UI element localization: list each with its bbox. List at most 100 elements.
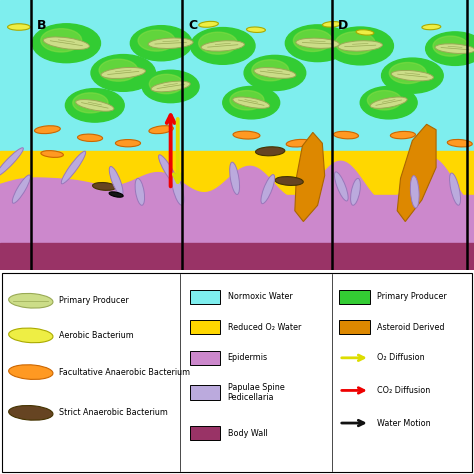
Circle shape (389, 63, 426, 83)
Circle shape (91, 55, 155, 91)
Ellipse shape (296, 38, 339, 48)
Bar (0, 194, 474, 270)
Text: Water Motion: Water Motion (377, 419, 430, 428)
Ellipse shape (109, 192, 123, 197)
Bar (339, 290, 370, 304)
Polygon shape (295, 132, 325, 221)
Bar (190, 385, 220, 400)
Ellipse shape (230, 162, 239, 194)
Text: Asteroid Derived: Asteroid Derived (377, 323, 444, 332)
Text: Epidermis: Epidermis (228, 353, 268, 362)
Bar (190, 290, 220, 304)
Ellipse shape (356, 30, 374, 35)
Ellipse shape (261, 174, 274, 204)
Ellipse shape (159, 155, 178, 186)
Ellipse shape (255, 147, 285, 156)
Circle shape (199, 32, 237, 54)
Circle shape (360, 86, 417, 119)
Circle shape (244, 55, 306, 91)
Ellipse shape (201, 41, 245, 51)
Bar (190, 320, 220, 334)
Bar (190, 351, 220, 365)
Circle shape (223, 86, 280, 119)
Bar (0, 243, 474, 270)
Ellipse shape (391, 131, 415, 139)
Circle shape (142, 70, 199, 103)
Ellipse shape (435, 44, 474, 54)
Circle shape (336, 32, 375, 55)
Circle shape (41, 28, 82, 52)
Circle shape (367, 91, 401, 110)
Circle shape (230, 91, 264, 110)
Text: Aerobic Bacterium: Aerobic Bacterium (59, 331, 134, 340)
Circle shape (285, 25, 350, 62)
Circle shape (73, 93, 108, 113)
Bar (0, 151, 474, 270)
Text: Body Wall: Body Wall (228, 429, 267, 438)
Ellipse shape (233, 97, 270, 109)
Ellipse shape (199, 21, 219, 27)
Ellipse shape (370, 97, 407, 109)
Ellipse shape (41, 151, 64, 157)
Ellipse shape (9, 328, 53, 343)
Ellipse shape (101, 67, 146, 79)
Polygon shape (397, 124, 436, 221)
Ellipse shape (286, 139, 311, 147)
Ellipse shape (35, 126, 60, 134)
Ellipse shape (351, 178, 360, 205)
Circle shape (65, 89, 124, 122)
Ellipse shape (172, 173, 184, 205)
Text: O₂ Diffusion: O₂ Diffusion (377, 353, 424, 362)
Ellipse shape (92, 182, 116, 191)
Circle shape (327, 27, 393, 65)
Ellipse shape (246, 27, 265, 32)
Circle shape (293, 29, 332, 52)
Ellipse shape (61, 151, 86, 184)
Ellipse shape (8, 24, 30, 30)
Text: Reduced O₂ Water: Reduced O₂ Water (228, 323, 301, 332)
Ellipse shape (0, 148, 23, 176)
Text: Strict Anaerobic Bacterium: Strict Anaerobic Bacterium (59, 409, 168, 417)
Ellipse shape (254, 68, 296, 78)
Ellipse shape (334, 131, 358, 139)
Ellipse shape (148, 38, 193, 48)
Ellipse shape (392, 71, 433, 81)
Ellipse shape (76, 100, 114, 111)
Ellipse shape (116, 139, 140, 147)
Ellipse shape (109, 166, 123, 196)
Text: Normoxic Water: Normoxic Water (228, 292, 292, 301)
Circle shape (252, 60, 289, 81)
Circle shape (149, 74, 183, 94)
Text: B: B (37, 19, 46, 32)
Ellipse shape (9, 365, 53, 379)
Ellipse shape (43, 37, 90, 49)
Bar (339, 320, 370, 334)
Ellipse shape (151, 81, 190, 92)
Circle shape (191, 27, 255, 64)
Text: Facultative Anaerobic Bacterium: Facultative Anaerobic Bacterium (59, 368, 191, 376)
Circle shape (433, 36, 468, 56)
Bar (190, 426, 220, 440)
Ellipse shape (9, 293, 53, 308)
Circle shape (32, 24, 100, 63)
Ellipse shape (275, 177, 303, 185)
Ellipse shape (449, 173, 461, 205)
Circle shape (138, 30, 175, 51)
Circle shape (99, 59, 138, 81)
Text: D: D (338, 19, 348, 32)
Text: Papulae Spine
Pedicellaria: Papulae Spine Pedicellaria (228, 383, 284, 402)
Ellipse shape (338, 41, 383, 51)
Bar (0, 243, 474, 270)
Circle shape (426, 32, 474, 65)
Ellipse shape (233, 131, 260, 139)
Ellipse shape (149, 126, 173, 134)
Ellipse shape (9, 406, 53, 420)
Ellipse shape (322, 21, 341, 27)
Text: C: C (189, 19, 198, 32)
Text: Primary Producer: Primary Producer (377, 292, 447, 301)
Ellipse shape (447, 139, 472, 147)
Text: CO₂ Diffusion: CO₂ Diffusion (377, 386, 430, 395)
Circle shape (130, 26, 192, 61)
Ellipse shape (335, 172, 348, 201)
Text: Primary Producer: Primary Producer (59, 296, 129, 305)
